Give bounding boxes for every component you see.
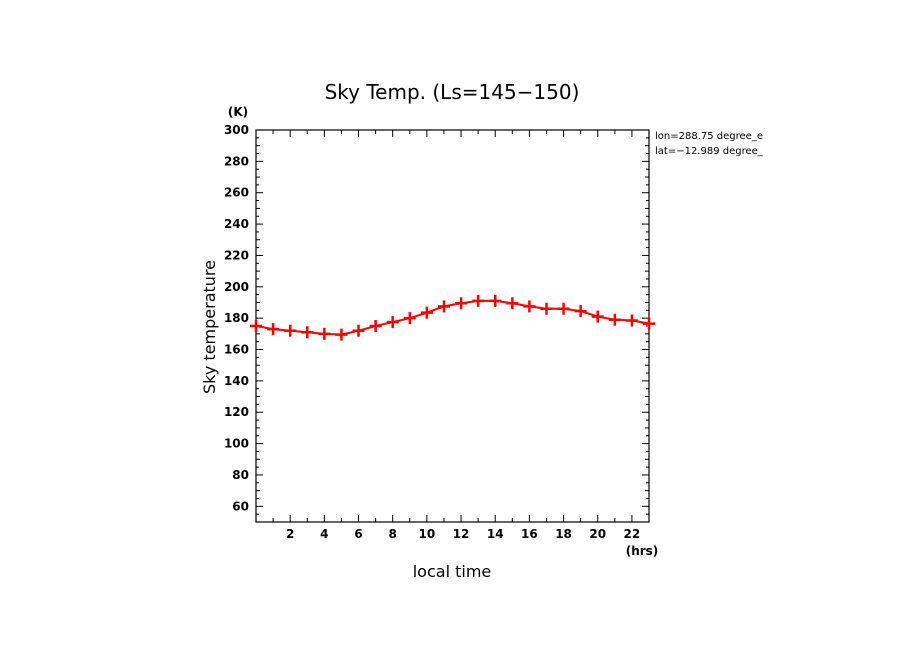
series-line: [255, 299, 650, 336]
data-point-marker: [523, 300, 536, 313]
y-tick-label: 60: [232, 499, 249, 513]
chart-title: Sky Temp. (Ls=145−150): [325, 80, 580, 104]
data-point-marker: [386, 316, 399, 329]
y-tick-label: 100: [224, 437, 249, 451]
y-unit-label: (K): [228, 105, 248, 119]
data-point-marker: [267, 323, 280, 336]
data-point-marker: [335, 328, 348, 341]
x-tick-label: 18: [555, 527, 572, 541]
latitude-annotation: lat=−12.989 degree_: [655, 146, 764, 157]
x-tick-label: 14: [487, 527, 504, 541]
data-point-marker: [643, 317, 655, 330]
data-point-marker: [506, 297, 519, 310]
y-tick-label: 80: [232, 468, 249, 482]
y-tick-label: 180: [224, 311, 249, 325]
data-point-marker: [574, 305, 587, 318]
data-point-marker: [472, 294, 485, 307]
x-tick-label: 4: [320, 527, 328, 541]
data-point-marker: [284, 324, 297, 337]
data-point-marker: [420, 306, 433, 319]
x-tick-label: 8: [389, 527, 397, 541]
y-tick-label: 160: [224, 343, 249, 357]
y-tick-label: 300: [224, 123, 249, 137]
annotation-clip-mask: [779, 125, 819, 165]
x-axis-label: local time: [413, 562, 492, 581]
data-point-marker: [591, 310, 604, 323]
y-tick-label: 220: [224, 248, 249, 262]
data-point-marker: [608, 313, 621, 326]
longitude-annotation: lon=288.75 degree_e: [655, 131, 763, 142]
data-point-marker: [540, 302, 553, 315]
data-point-marker: [455, 297, 468, 310]
x-tick-label: 22: [624, 527, 641, 541]
data-point-marker: [352, 324, 365, 337]
y-tick-label: 260: [224, 186, 249, 200]
y-tick-label: 120: [224, 405, 249, 419]
x-tick-label: 16: [521, 527, 538, 541]
y-tick-label: 240: [224, 217, 249, 231]
data-point-marker: [250, 320, 262, 332]
x-tick-label: 20: [589, 527, 606, 541]
x-tick-label: 10: [419, 527, 436, 541]
axis-ticks: 2 4 6 8 10 12 14 16 18 20 22 60 80 100 120 140 160 180 200…: [224, 123, 649, 541]
y-axis-label: Sky temperature: [200, 260, 219, 394]
data-point-marker: [403, 312, 416, 325]
data-point-marker: [437, 300, 450, 313]
data-series: [250, 294, 655, 341]
y-tick-label: 200: [224, 280, 249, 294]
data-point-marker: [557, 302, 570, 315]
y-tick-label: 280: [224, 154, 249, 168]
data-point-marker: [318, 327, 331, 340]
x-tick-label: 2: [286, 527, 294, 541]
data-point-marker: [625, 314, 638, 327]
x-tick-label: 6: [354, 527, 362, 541]
plot-frame: [255, 129, 650, 523]
data-point-marker: [369, 320, 382, 332]
x-unit-label: (hrs): [626, 544, 659, 558]
data-point-marker: [301, 326, 314, 339]
x-tick-label: 12: [453, 527, 470, 541]
data-point-marker: [489, 294, 502, 307]
y-tick-label: 140: [224, 374, 249, 388]
